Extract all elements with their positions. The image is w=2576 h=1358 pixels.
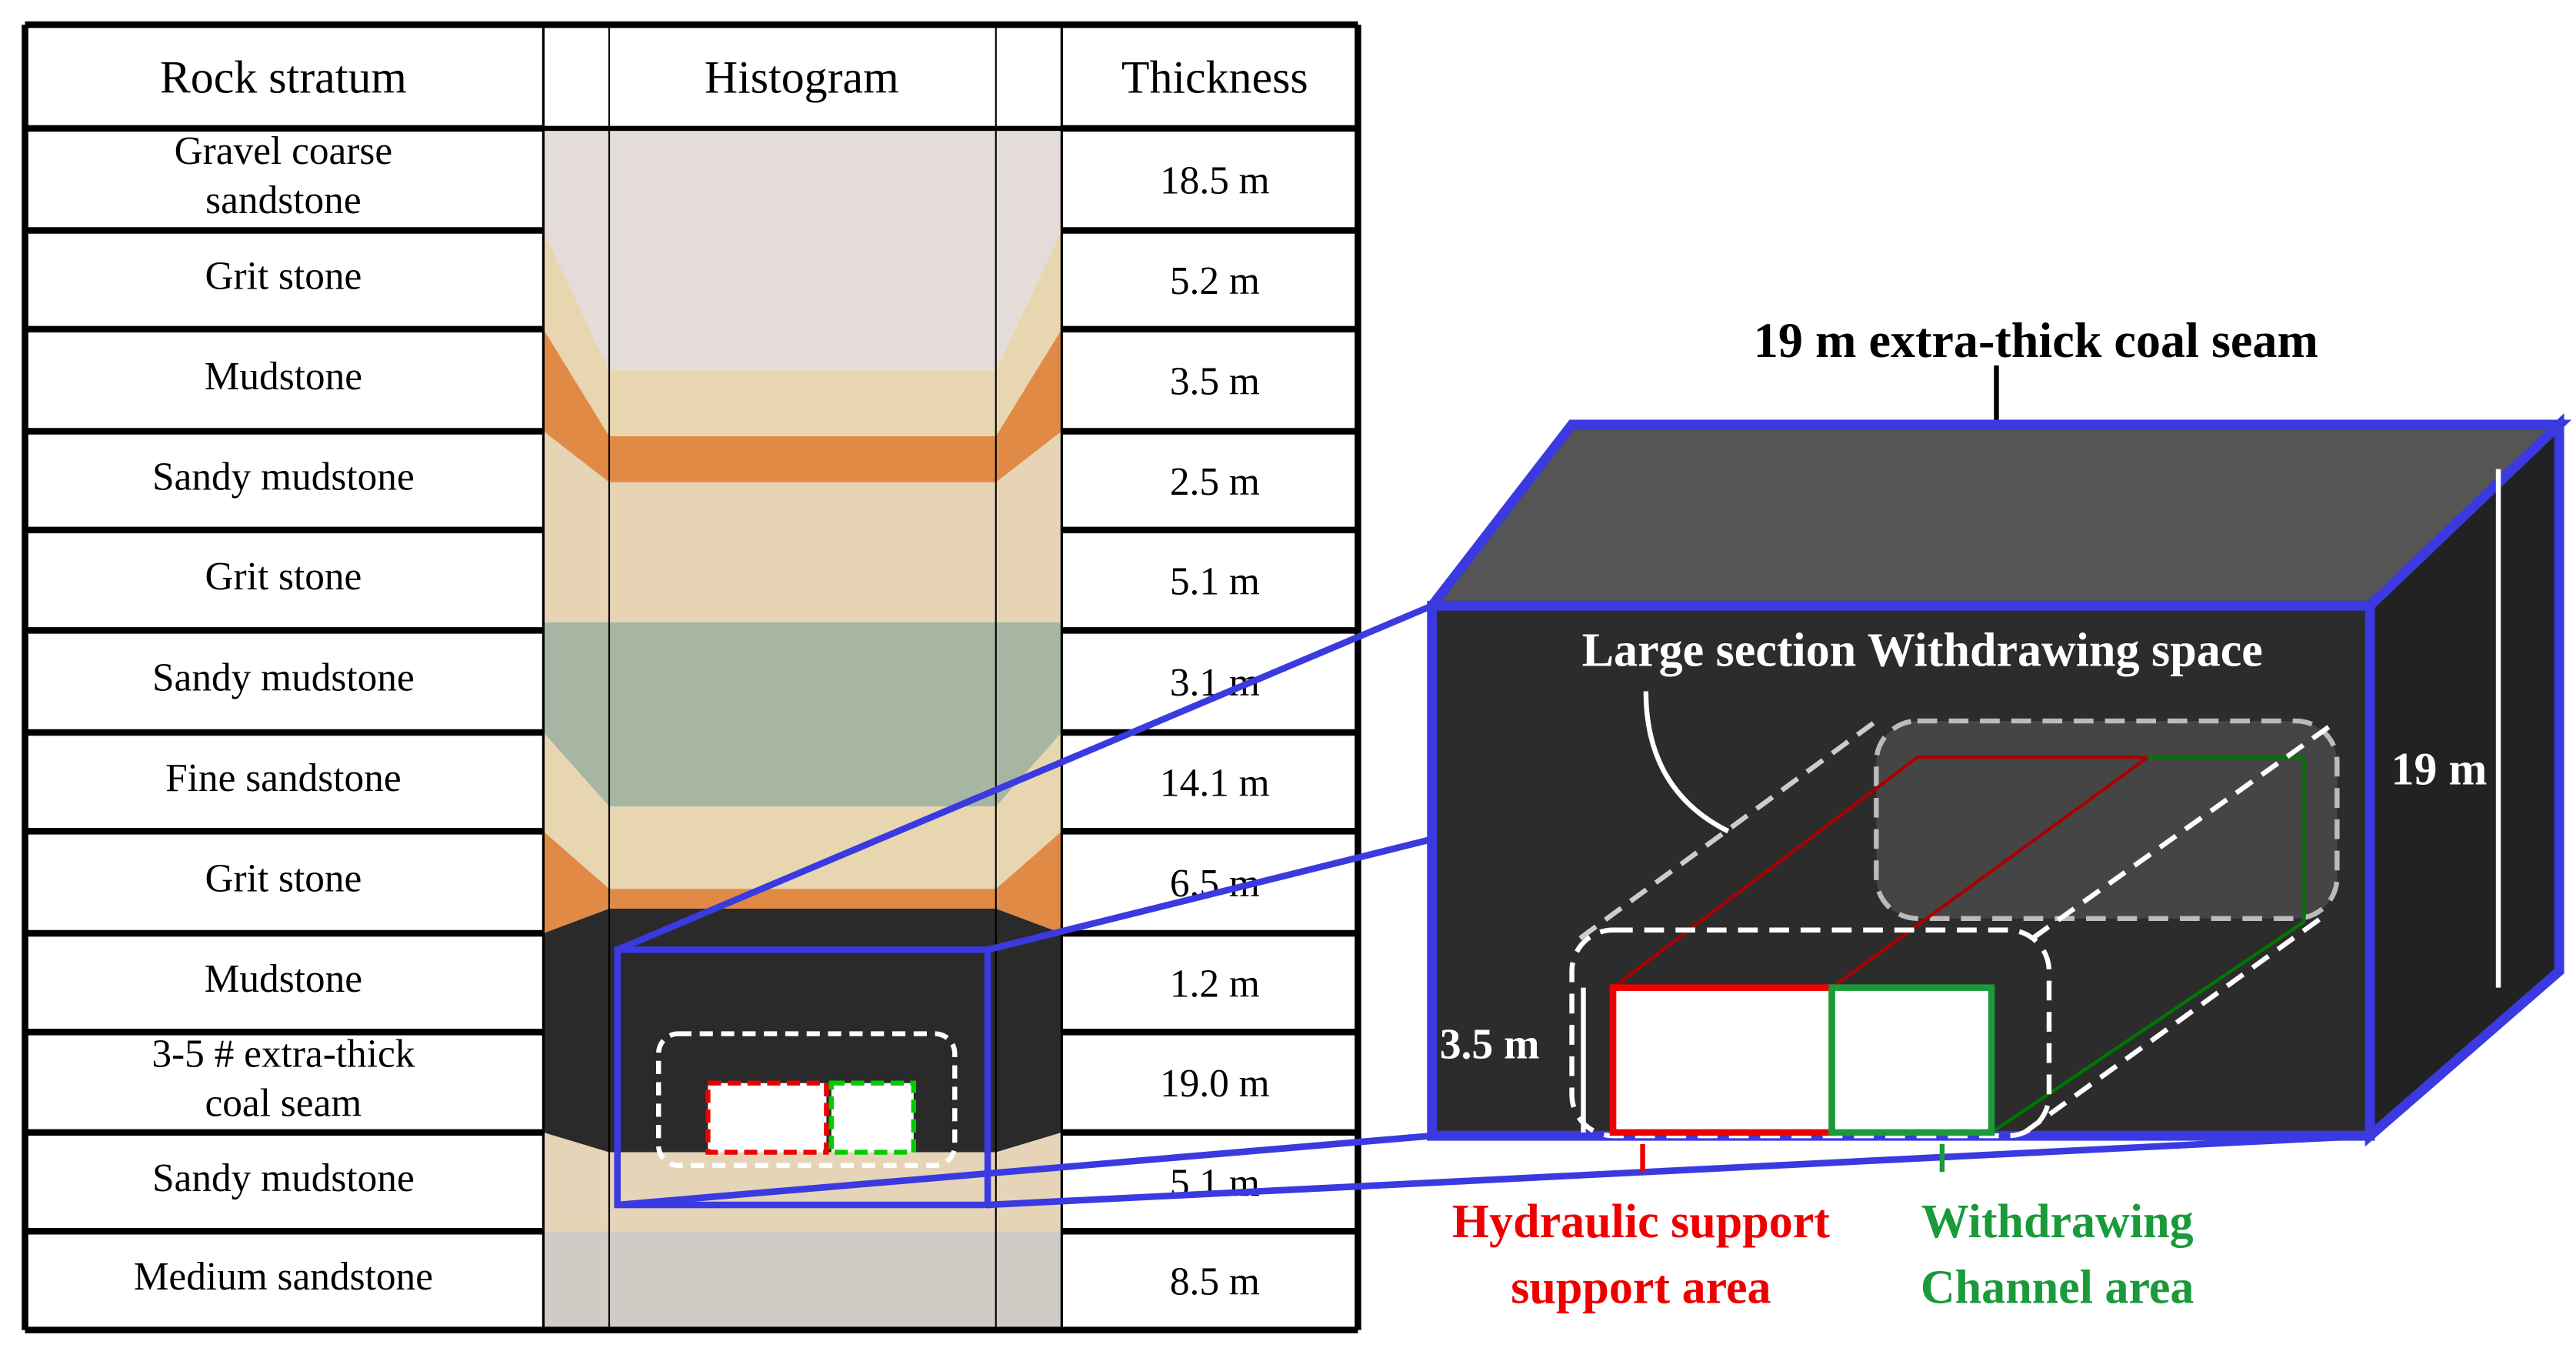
stratum-name: 3-5 # extra-thick xyxy=(152,1032,415,1076)
channel-label: Channel area xyxy=(1921,1262,2194,1314)
histogram xyxy=(543,128,1062,1330)
header-cell: Rock stratum xyxy=(160,52,407,103)
channel-area xyxy=(828,1080,916,1155)
support-area xyxy=(705,1080,829,1155)
channel-edge xyxy=(1990,755,2306,1134)
thickness: 18.5 m xyxy=(1160,158,1270,202)
cell-bg xyxy=(25,529,544,631)
stratum-name: Sandy mudstone xyxy=(152,1156,415,1200)
dashed-outline xyxy=(655,1031,958,1168)
pointer xyxy=(1643,691,1730,834)
cell-bg xyxy=(1061,1231,1358,1330)
stratum-name: Gravel coarse xyxy=(175,129,393,173)
cell-bg xyxy=(25,431,544,530)
header-cell: Thickness xyxy=(1121,52,1308,103)
hydraulic-label: Hydraulic support xyxy=(1452,1196,1831,1248)
layer-grit xyxy=(543,230,1062,436)
cell-bg xyxy=(25,329,544,432)
cell-bg xyxy=(1061,128,1358,231)
zoom-line xyxy=(617,1132,1433,1209)
cell-bg xyxy=(25,128,544,231)
layer-grit2 xyxy=(543,732,1062,889)
layer-green xyxy=(543,622,1062,807)
cell-bg xyxy=(1061,630,1358,733)
support-height-label: 3.5 m xyxy=(1440,1021,1540,1069)
stratum-name: Grit stone xyxy=(205,254,362,298)
space-label: Large section Withdrawing space xyxy=(1582,625,2263,677)
stratum-name: Mudstone xyxy=(205,957,362,1001)
stratum-name: Grit stone xyxy=(205,856,362,900)
space-back xyxy=(1874,718,2340,921)
cell-bg xyxy=(1061,1032,1358,1133)
stratum-name: coal seam xyxy=(205,1082,362,1126)
cell-bg xyxy=(1061,431,1358,530)
stratum-name: Mudstone xyxy=(205,355,362,399)
stratum-name: Sandy mudstone xyxy=(152,656,415,699)
coal-seam-title: 19 m extra-thick coal seam xyxy=(1754,313,2318,368)
cell-bg xyxy=(1061,732,1358,832)
cell-bg xyxy=(25,1032,544,1133)
cell-bg xyxy=(25,933,544,1033)
cell-bg xyxy=(25,1231,544,1330)
thickness: 5.2 m xyxy=(1170,259,1260,303)
layer-gravel xyxy=(543,128,1062,371)
zoom-box xyxy=(614,946,991,1209)
layer-coal xyxy=(543,908,1062,1153)
channel-label: Withdrawing xyxy=(1921,1196,2194,1248)
height-label: 19 m xyxy=(2391,743,2488,794)
header-bg xyxy=(25,25,1358,128)
thickness: 8.5 m xyxy=(1170,1260,1260,1304)
thickness: 1.2 m xyxy=(1170,962,1260,1006)
layer-medium xyxy=(543,1231,1062,1330)
thickness: 5.1 m xyxy=(1170,559,1260,603)
zoom-line xyxy=(616,602,1434,953)
thickness: 19.0 m xyxy=(1160,1062,1270,1106)
cell-bg xyxy=(1061,230,1358,329)
cell-bg xyxy=(25,630,544,733)
cell-bg xyxy=(25,732,544,832)
header-cell: Histogram xyxy=(705,52,899,103)
stratum-name: Sandy mudstone xyxy=(152,455,415,499)
thickness: 2.5 m xyxy=(1170,460,1260,504)
coal-box: 19 m extra-thick coal seam Large section… xyxy=(616,313,2572,1314)
hydraulic-label: support area xyxy=(1511,1262,1771,1314)
top-face xyxy=(1421,419,2572,611)
channel-area xyxy=(1828,984,1995,1136)
support-area xyxy=(1609,984,1835,1136)
stratum-name: Grit stone xyxy=(205,555,362,599)
layer-sandy xyxy=(543,431,1062,622)
thickness: 14.1 m xyxy=(1160,761,1270,805)
stratum-name: Fine sandstone xyxy=(165,756,402,800)
stratum-name: Medium sandstone xyxy=(134,1255,433,1299)
zoom-line xyxy=(987,1132,2371,1209)
cell-bg xyxy=(25,831,544,934)
thickness: 3.5 m xyxy=(1170,359,1260,403)
table: Rock stratum Histogram Thickness Gravel coa… xyxy=(22,21,1361,1333)
layer-mud2 xyxy=(543,831,1062,934)
cell-bg xyxy=(1061,933,1358,1033)
cell-bg xyxy=(1061,329,1358,432)
cell-bg xyxy=(25,230,544,329)
cell-bg xyxy=(1061,529,1358,631)
cell-bg xyxy=(25,1132,544,1232)
stratum-name: sandstone xyxy=(205,179,361,222)
layer-mudstone xyxy=(543,329,1062,482)
thickness: 5.1 m xyxy=(1170,1161,1260,1205)
